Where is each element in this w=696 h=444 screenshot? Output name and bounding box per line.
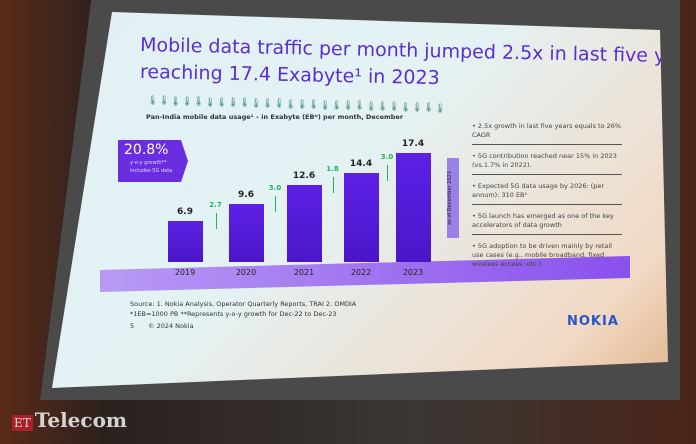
increment-label: 3.0 (380, 152, 394, 161)
bullet-item: • Expected 5G data usage by 2026: (per a… (472, 182, 622, 205)
bar-2020 (229, 203, 264, 262)
slide-title-line2: reaching 17.4 Exabyte¹ in 2023 (139, 60, 440, 90)
thermometer-icon: 🌡︎ (227, 98, 239, 109)
copyright: © 2024 Nokia (148, 322, 194, 330)
watermark-name: Telecom (34, 408, 128, 432)
thermometer-icon: 🌡︎ (296, 99, 308, 110)
bar-2019 (168, 221, 203, 262)
et-logo: ET (12, 415, 33, 431)
increment-label: 2.7 (209, 201, 222, 210)
increment-label: 3.0 (268, 183, 282, 192)
source-text: Source: 1. Nokia Analysis, Operator Quar… (130, 300, 357, 308)
thermometer-icon: 🌡︎ (262, 99, 274, 109)
thermometer-icon: 🌡︎ (193, 97, 205, 108)
year-label: 2023 (402, 268, 424, 277)
thermometer-icon: 🌡︎ (411, 102, 423, 113)
bullet-item: • 5G contribution reached near 15% in 20… (472, 152, 622, 175)
thermometer-icon: 🌡︎ (147, 96, 159, 106)
year-label: 2022 (350, 268, 372, 277)
thermometer-icon: 🌡︎ (170, 96, 182, 107)
thermometer-icon: 🌡︎ (388, 102, 400, 113)
thermometer-icon: 🌡︎ (250, 98, 262, 109)
thermometer-icon: 🌡︎ (204, 97, 216, 108)
bar-2021 (287, 184, 322, 262)
bullet-item: • 2.5x growth in last five years equals … (472, 122, 622, 145)
growth-badge (118, 140, 188, 182)
increment-arrow (387, 164, 388, 181)
bar-2023 (396, 153, 431, 262)
footnote-text: *1EB=1000 PB **Represents y-o-y growth f… (130, 310, 337, 318)
bar-value-label: 17.4 (401, 139, 425, 150)
thermometer-icon: 🌡︎ (331, 100, 343, 111)
growth-label: y-o-y growth** (130, 160, 167, 166)
thermometer-icon: 🌡︎ (158, 96, 170, 107)
thermometer-icon: 🌡︎ (181, 96, 193, 107)
bullet-item: • 5G adoption to be driven mainly by ret… (472, 242, 612, 268)
increment-arrow (215, 213, 217, 230)
telecom-watermark: ET Telecom (12, 408, 127, 432)
nokia-logo: NOKIA (567, 314, 619, 329)
thermometer-icon: 🌡︎ (423, 103, 435, 114)
page-number: 5 (130, 322, 135, 330)
thermometer-icon: 🌡︎ (365, 101, 377, 112)
thermometer-icon: 🌡︎ (273, 99, 285, 110)
increment-arrow (275, 195, 276, 212)
thermometer-icon: 🌡︎ (216, 97, 228, 108)
thermometer-icon: 🌡︎ (434, 103, 446, 114)
bar-value-label: 12.6 (292, 170, 316, 181)
chart-title: Pan-India mobile data usage¹ – in Exabyt… (146, 113, 404, 121)
year-label: 2020 (235, 268, 257, 277)
bar-2022 (344, 172, 379, 262)
growth-note: includes 5G data (130, 168, 173, 174)
thermometer-icon: 🌡︎ (239, 98, 251, 109)
bar-value-label: 14.4 (349, 158, 373, 169)
thermometer-icon: 🌡︎ (308, 100, 320, 111)
increment-label: 1.8 (326, 164, 339, 173)
date-side-label: as of December 2023 (447, 158, 459, 238)
growth-value: 20.8% (124, 142, 169, 158)
bullet-item: • 5G launch has emerged as one of the ke… (472, 212, 622, 235)
year-label: 2021 (293, 268, 315, 277)
thermometer-icon: 🌡︎ (377, 102, 389, 112)
thermometer-icon: 🌡︎ (342, 101, 354, 112)
bar-value-label: 9.6 (238, 189, 254, 200)
thermometer-icon: 🌡︎ (285, 99, 297, 110)
thermometer-icon: 🌡︎ (319, 100, 331, 111)
increment-arrow (332, 176, 334, 193)
year-label: 2019 (174, 268, 196, 277)
thermometer-icon: 🌡︎ (400, 102, 412, 113)
bar-value-label: 6.9 (177, 207, 193, 218)
thermometer-icon: 🌡︎ (354, 101, 366, 112)
